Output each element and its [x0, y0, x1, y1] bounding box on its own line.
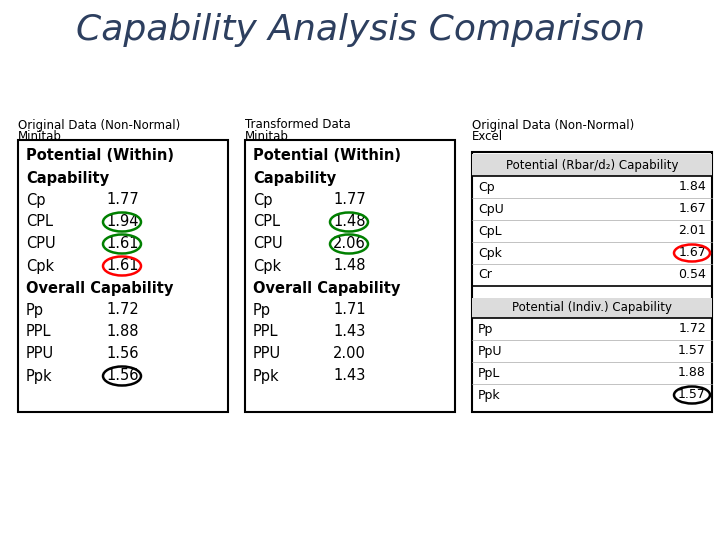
Text: Cr: Cr — [478, 268, 492, 281]
Text: 1.48: 1.48 — [333, 214, 366, 230]
Text: PPU: PPU — [26, 347, 54, 361]
Bar — [472, 152, 712, 412]
Text: Potential (Within): Potential (Within) — [26, 148, 174, 164]
Text: CPU: CPU — [253, 237, 283, 252]
Text: 1.77: 1.77 — [333, 192, 366, 207]
Text: Ppk: Ppk — [253, 368, 279, 383]
Text: 1.61: 1.61 — [106, 237, 138, 252]
Text: 2.01: 2.01 — [678, 225, 706, 238]
Text: CpU: CpU — [478, 202, 504, 215]
Text: Cp: Cp — [253, 192, 272, 207]
Text: Cpk: Cpk — [253, 259, 281, 273]
Text: PpL: PpL — [478, 367, 500, 380]
Text: 1.88: 1.88 — [678, 367, 706, 380]
Text: Cp: Cp — [478, 180, 495, 193]
Text: PPL: PPL — [253, 325, 279, 340]
Text: 1.67: 1.67 — [678, 246, 706, 260]
Text: 1.61: 1.61 — [106, 259, 138, 273]
Text: Pp: Pp — [478, 322, 493, 335]
Text: 0.54: 0.54 — [678, 268, 706, 281]
Text: Minitab: Minitab — [245, 131, 289, 144]
Text: Cp: Cp — [26, 192, 45, 207]
Text: Cpk: Cpk — [478, 246, 502, 260]
Text: Cpk: Cpk — [26, 259, 54, 273]
Text: Pp: Pp — [26, 302, 44, 318]
Text: 1.71: 1.71 — [333, 302, 366, 318]
Text: PPL: PPL — [26, 325, 52, 340]
Bar — [18, 140, 228, 412]
Text: 1.57: 1.57 — [678, 345, 706, 357]
Text: Ppk: Ppk — [26, 368, 53, 383]
Text: Excel: Excel — [472, 131, 503, 144]
Text: Overall Capability: Overall Capability — [253, 280, 400, 295]
Text: CPU: CPU — [26, 237, 55, 252]
Text: 2.06: 2.06 — [333, 237, 366, 252]
Text: CpL: CpL — [478, 225, 502, 238]
Text: CPL: CPL — [26, 214, 53, 230]
Text: PPU: PPU — [253, 347, 281, 361]
Text: CPL: CPL — [253, 214, 280, 230]
Text: Capability Analysis Comparison: Capability Analysis Comparison — [76, 13, 644, 47]
Text: 1.72: 1.72 — [678, 322, 706, 335]
Text: 1.56: 1.56 — [106, 368, 138, 383]
Text: 1.88: 1.88 — [106, 325, 138, 340]
Text: Potential (Within): Potential (Within) — [253, 148, 401, 164]
Text: 1.48: 1.48 — [333, 259, 366, 273]
Text: Ppk: Ppk — [478, 388, 500, 402]
Text: 1.43: 1.43 — [333, 368, 365, 383]
Text: Capability: Capability — [253, 171, 336, 186]
Text: 1.56: 1.56 — [106, 347, 138, 361]
Text: 1.57: 1.57 — [678, 388, 706, 402]
Text: Original Data (Non-Normal): Original Data (Non-Normal) — [18, 118, 180, 132]
Text: Potential (Rbar/d₂) Capability: Potential (Rbar/d₂) Capability — [505, 159, 678, 172]
Text: 2.00: 2.00 — [333, 347, 366, 361]
Text: 1.84: 1.84 — [678, 180, 706, 193]
Bar — [472, 298, 712, 318]
Text: Pp: Pp — [253, 302, 271, 318]
Bar — [245, 140, 455, 412]
Bar — [472, 154, 712, 176]
Text: Original Data (Non-Normal): Original Data (Non-Normal) — [472, 118, 634, 132]
Text: 1.77: 1.77 — [106, 192, 139, 207]
Text: 1.67: 1.67 — [678, 202, 706, 215]
Text: 1.43: 1.43 — [333, 325, 365, 340]
Text: Capability: Capability — [26, 171, 109, 186]
Text: Transformed Data: Transformed Data — [245, 118, 351, 132]
Text: Minitab: Minitab — [18, 131, 62, 144]
Text: Overall Capability: Overall Capability — [26, 280, 174, 295]
Text: 1.72: 1.72 — [106, 302, 139, 318]
Text: 1.94: 1.94 — [106, 214, 138, 230]
Text: Potential (Indiv.) Capability: Potential (Indiv.) Capability — [512, 301, 672, 314]
Text: PpU: PpU — [478, 345, 503, 357]
